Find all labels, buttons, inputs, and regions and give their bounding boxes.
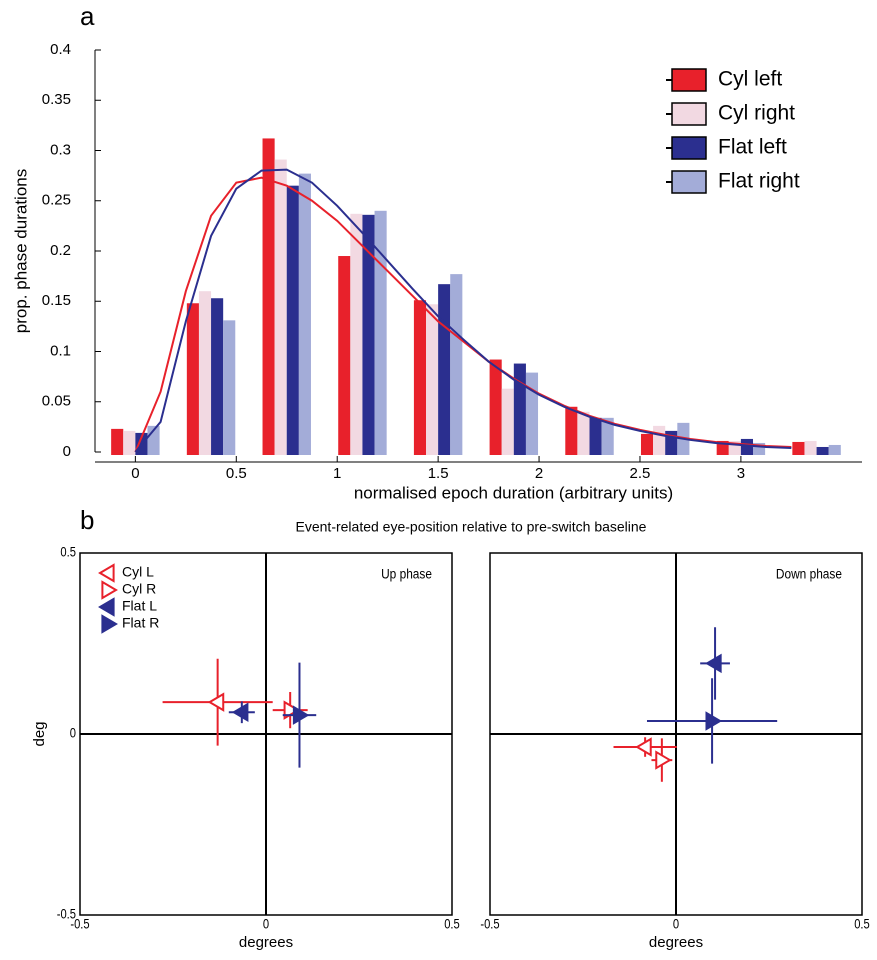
x-tick-label: 0.5 xyxy=(854,917,870,932)
legend-label: Cyl right xyxy=(718,102,795,125)
legend-swatch xyxy=(671,102,707,126)
x-tick-label: -0.5 xyxy=(480,917,499,932)
bar xyxy=(513,363,526,455)
legend-label: Flat R xyxy=(122,615,159,631)
bar xyxy=(489,359,502,455)
point xyxy=(231,702,249,723)
point xyxy=(635,737,652,757)
point xyxy=(705,653,722,674)
bar xyxy=(186,303,199,455)
bar xyxy=(577,411,590,455)
legend-marker xyxy=(101,580,118,600)
x-axis-label: normalised epoch duration (arbitrary uni… xyxy=(354,483,673,502)
x-tick-label: 0 xyxy=(263,917,269,932)
y-tick-label: 0.3 xyxy=(50,141,71,158)
y-tick-label: 0.35 xyxy=(42,91,71,108)
figure-title: Event-related eye-position relative to p… xyxy=(296,519,647,535)
y-axis-label: prop. phase durations xyxy=(11,169,30,333)
bar xyxy=(262,138,275,455)
x-tick-label: 2.5 xyxy=(630,465,651,482)
legend-label: Cyl R xyxy=(122,581,156,597)
y-tick-label: -0.5 xyxy=(57,907,76,922)
legend-marker xyxy=(98,597,115,617)
y-tick-label: 0 xyxy=(63,443,71,460)
y-tick-label: 0 xyxy=(70,726,76,741)
bar xyxy=(501,388,514,455)
y-tick-label: 0.5 xyxy=(60,545,76,560)
y-tick-label: 0.05 xyxy=(42,393,71,410)
bar xyxy=(601,417,614,455)
y-tick-label: 0.2 xyxy=(50,242,71,259)
legend-swatch xyxy=(671,170,707,194)
bar xyxy=(525,372,539,455)
panel-label: b xyxy=(80,505,94,535)
y-tick-label: 0.15 xyxy=(42,292,71,309)
x-tick-label: 0.5 xyxy=(226,465,247,482)
legend-swatch xyxy=(671,68,707,92)
bar xyxy=(286,185,299,456)
legend-marker xyxy=(98,563,115,583)
x-tick-label: -0.5 xyxy=(70,917,89,932)
annotation: Up phase xyxy=(381,566,432,582)
bar xyxy=(565,406,578,455)
y-tick-label: 0.25 xyxy=(42,192,71,209)
point xyxy=(283,700,301,720)
bar xyxy=(198,291,212,455)
legend-marker xyxy=(101,614,118,634)
x-axis-label: degrees xyxy=(649,934,703,951)
bar xyxy=(298,173,311,456)
x-tick-label: 0 xyxy=(131,465,139,482)
point xyxy=(655,750,672,770)
point xyxy=(292,705,310,725)
bar xyxy=(438,284,451,455)
x-axis-label: degrees xyxy=(239,934,293,951)
bar xyxy=(374,210,387,455)
point xyxy=(705,711,723,731)
x-tick-label: 0.5 xyxy=(444,917,460,932)
bar xyxy=(426,304,439,455)
bar xyxy=(653,425,666,455)
bar xyxy=(123,430,136,455)
legend-label: Cyl L xyxy=(122,564,154,580)
bar xyxy=(223,320,236,455)
legend-label: Flat L xyxy=(122,598,157,614)
legend-swatch xyxy=(671,136,707,160)
bar xyxy=(589,417,602,455)
legend-label: Flat right xyxy=(718,170,800,193)
bar xyxy=(792,441,805,455)
bar xyxy=(274,159,287,456)
legend-label: Flat left xyxy=(718,136,787,159)
x-tick-label: 0 xyxy=(673,917,679,932)
bar xyxy=(450,274,463,455)
annotation: Down phase xyxy=(776,566,842,582)
bar xyxy=(804,440,817,455)
y-axis-label: deg xyxy=(31,721,48,746)
bar xyxy=(413,300,427,455)
x-tick-label: 3 xyxy=(737,465,745,482)
y-tick-label: 0.1 xyxy=(50,342,71,359)
bar xyxy=(640,433,654,455)
y-tick-label: 0.4 xyxy=(50,41,71,58)
bar xyxy=(816,446,829,455)
bar xyxy=(362,214,375,455)
x-tick-label: 1 xyxy=(333,465,341,482)
x-tick-label: 2 xyxy=(535,465,543,482)
legend-label: Cyl left xyxy=(718,68,782,91)
x-tick-label: 1.5 xyxy=(428,465,449,482)
fit-curve xyxy=(134,168,792,453)
panel-label: a xyxy=(80,1,95,31)
bar xyxy=(211,298,224,455)
bar xyxy=(111,428,124,455)
bar xyxy=(338,256,351,455)
point xyxy=(207,692,225,712)
bar xyxy=(740,438,754,455)
bar xyxy=(828,444,841,455)
bar xyxy=(350,213,363,455)
